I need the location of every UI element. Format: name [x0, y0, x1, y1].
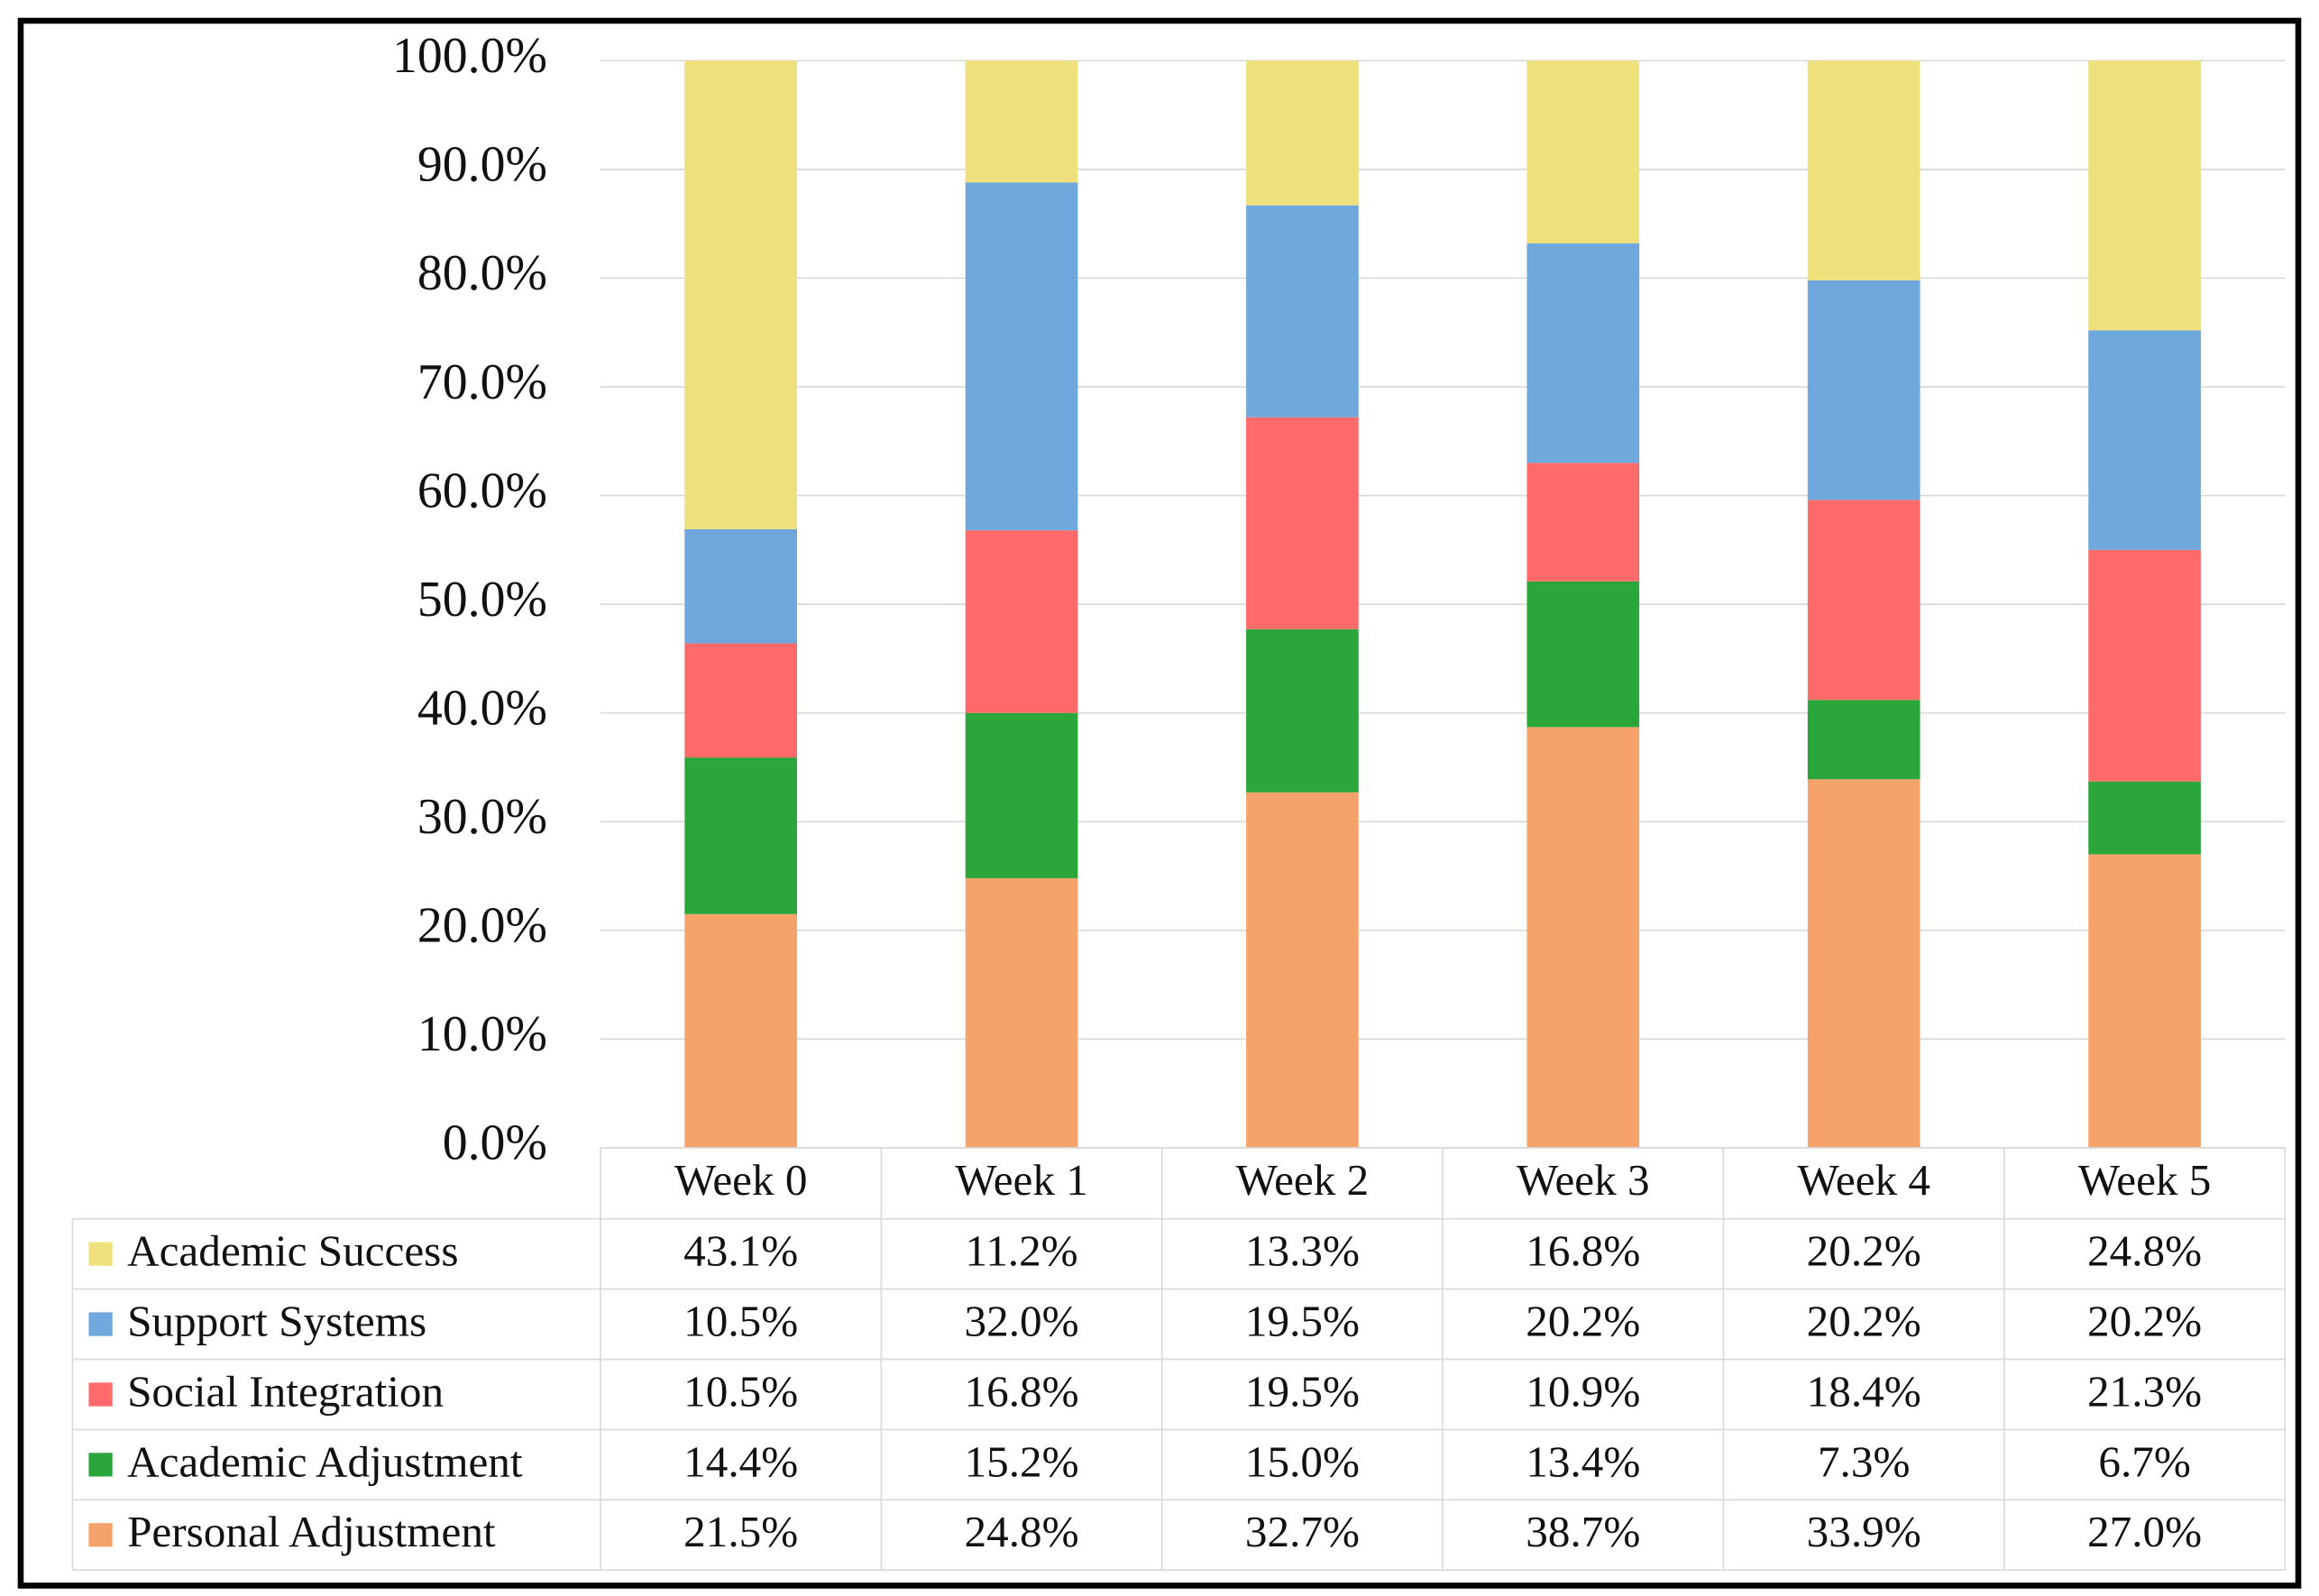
- legend-label: Personal Adjustment: [127, 1507, 496, 1556]
- data-label: 21.3%: [2087, 1366, 2202, 1416]
- data-label: 10.9%: [1526, 1366, 1640, 1416]
- data-label: 32.7%: [1245, 1507, 1360, 1556]
- bar-segment: [1246, 792, 1359, 1148]
- legend-label: Support Systems: [127, 1296, 426, 1345]
- data-label: 15.0%: [1245, 1436, 1360, 1486]
- x-tick-label: Week 1: [955, 1155, 1088, 1205]
- data-label: 18.4%: [1807, 1366, 1921, 1416]
- data-label: 33.9%: [1807, 1507, 1921, 1556]
- data-label: 19.5%: [1245, 1296, 1360, 1345]
- bar-segment: [684, 913, 797, 1148]
- data-label: 20.2%: [2087, 1296, 2202, 1345]
- bar-segment: [965, 60, 1078, 183]
- bar-segment: [1246, 205, 1359, 417]
- y-tick-label: 20.0%: [417, 898, 547, 954]
- data-label: 7.3%: [1818, 1436, 1910, 1486]
- bar-segment: [965, 877, 1078, 1148]
- bar-segment: [2088, 854, 2201, 1148]
- bar-segment: [1246, 628, 1359, 793]
- legend-swatch: [88, 1523, 113, 1547]
- bar-segment: [965, 712, 1078, 878]
- data-label: 20.2%: [1807, 1296, 1921, 1345]
- bar-segment: [684, 643, 797, 758]
- data-label: 11.2%: [965, 1226, 1077, 1276]
- data-label: 15.2%: [965, 1436, 1079, 1486]
- data-label: 10.5%: [683, 1296, 798, 1345]
- legend-swatch: [88, 1382, 113, 1407]
- data-label: 6.7%: [2098, 1436, 2190, 1486]
- data-label: 24.8%: [2087, 1226, 2202, 1276]
- data-label: 16.8%: [1526, 1226, 1640, 1276]
- bar-segment: [1807, 280, 1920, 500]
- frame: [17, 17, 2302, 1589]
- bar-segment: [1246, 417, 1359, 629]
- data-label: 20.2%: [1526, 1296, 1640, 1345]
- bar-segment: [1526, 60, 1640, 243]
- legend-label: Social Integration: [127, 1366, 444, 1416]
- bar-segment: [1807, 779, 1920, 1148]
- bar-segment: [2088, 549, 2201, 782]
- data-label: 14.4%: [683, 1436, 798, 1486]
- y-tick-label: 80.0%: [417, 245, 547, 301]
- bar-segment: [1526, 581, 1640, 728]
- data-label: 13.3%: [1245, 1226, 1360, 1276]
- data-label: 16.8%: [965, 1366, 1079, 1416]
- bar-segment: [1807, 60, 1920, 280]
- legend-swatch: [88, 1453, 113, 1477]
- data-label: 21.5%: [683, 1507, 798, 1556]
- bar-segment: [1526, 727, 1640, 1148]
- x-tick-label: Week 2: [1236, 1155, 1370, 1205]
- bar-segment: [965, 182, 1078, 531]
- y-tick-label: 100.0%: [392, 28, 547, 84]
- x-tick-label: Week 5: [2078, 1155, 2212, 1205]
- y-tick-label: 10.0%: [417, 1006, 547, 1062]
- bar-segment: [2088, 330, 2201, 550]
- bar-segment: [684, 60, 797, 529]
- bar-segment: [684, 757, 797, 914]
- x-tick-label: Week 0: [674, 1155, 808, 1205]
- bar-segment: [1526, 463, 1640, 582]
- data-label: 43.1%: [683, 1226, 798, 1276]
- y-tick-label: 90.0%: [417, 137, 547, 193]
- data-label: 27.0%: [2087, 1507, 2202, 1556]
- y-tick-label: 0.0%: [443, 1115, 547, 1171]
- data-label: 20.2%: [1807, 1226, 1921, 1276]
- legend-swatch: [88, 1312, 113, 1336]
- data-label: 32.0%: [965, 1296, 1079, 1345]
- y-tick-label: 70.0%: [417, 354, 547, 410]
- bar-segment: [1526, 243, 1640, 463]
- data-label: 24.8%: [965, 1507, 1079, 1556]
- y-tick-label: 40.0%: [417, 680, 547, 736]
- x-tick-label: Week 4: [1797, 1155, 1930, 1205]
- y-tick-label: 50.0%: [417, 572, 547, 628]
- x-tick-label: Week 3: [1517, 1155, 1650, 1205]
- y-tick-label: 60.0%: [417, 463, 547, 518]
- legend-swatch: [88, 1242, 113, 1266]
- bar-segment: [1246, 60, 1359, 206]
- data-label: 38.7%: [1526, 1507, 1640, 1556]
- bar-segment: [1807, 700, 1920, 780]
- y-tick-label: 30.0%: [417, 789, 547, 845]
- bar-segment: [1807, 500, 1920, 701]
- legend-label: Academic Adjustment: [127, 1436, 523, 1486]
- data-label: 13.4%: [1526, 1436, 1640, 1486]
- bar-segment: [2088, 781, 2201, 855]
- data-label: 10.5%: [683, 1366, 798, 1416]
- bar-segment: [2088, 60, 2201, 331]
- bar-segment: [965, 530, 1078, 713]
- bar-segment: [684, 528, 797, 644]
- legend-label: Academic Success: [127, 1226, 458, 1276]
- data-label: 19.5%: [1245, 1366, 1360, 1416]
